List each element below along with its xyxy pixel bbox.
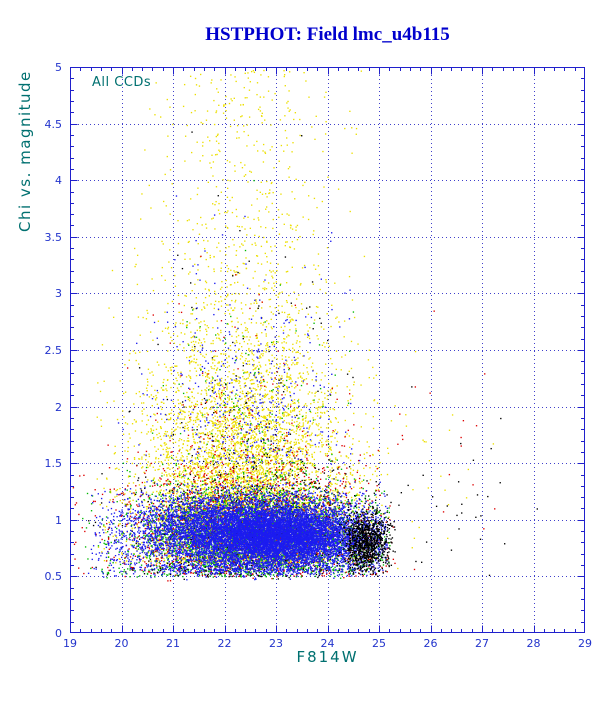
x-tick-label: 19 [63, 637, 77, 650]
y-tick-label: 2.5 [44, 344, 63, 357]
y-tick-label: 3 [55, 287, 62, 301]
y-axis-label: Chi vs. magnitude [16, 70, 34, 232]
x-tick-label: 22 [217, 637, 232, 650]
x-axis-label: F814W [296, 648, 359, 666]
y-tick-label: 5 [55, 61, 62, 74]
x-tick-label: 26 [423, 637, 438, 650]
plot-area [70, 67, 585, 633]
y-tick-label: 1.5 [44, 457, 63, 471]
x-tick-label: 25 [372, 637, 386, 650]
y-tick-label: 0 [55, 627, 62, 640]
y-tick-label: 0.5 [44, 570, 63, 584]
y-tick-label: 4 [55, 174, 62, 188]
y-tick-label: 1 [55, 513, 62, 527]
y-tick-label: 3.5 [44, 230, 63, 244]
scatter-plot-canvas [70, 67, 585, 633]
x-tick-label: 27 [475, 637, 489, 650]
x-tick-label: 21 [166, 637, 180, 650]
y-tick-label: 2 [55, 400, 62, 414]
x-tick-label: 20 [114, 637, 129, 650]
x-tick-label: 29 [578, 637, 592, 650]
x-tick-label: 24 [320, 637, 335, 650]
all-ccds-annotation: All CCDs [92, 75, 152, 90]
chart-title: HSTPHOT: Field lmc_u4b115 [205, 24, 450, 45]
x-tick-label: 23 [269, 637, 283, 650]
y-tick-label: 4.5 [44, 117, 63, 131]
x-tick-label: 28 [526, 637, 541, 650]
